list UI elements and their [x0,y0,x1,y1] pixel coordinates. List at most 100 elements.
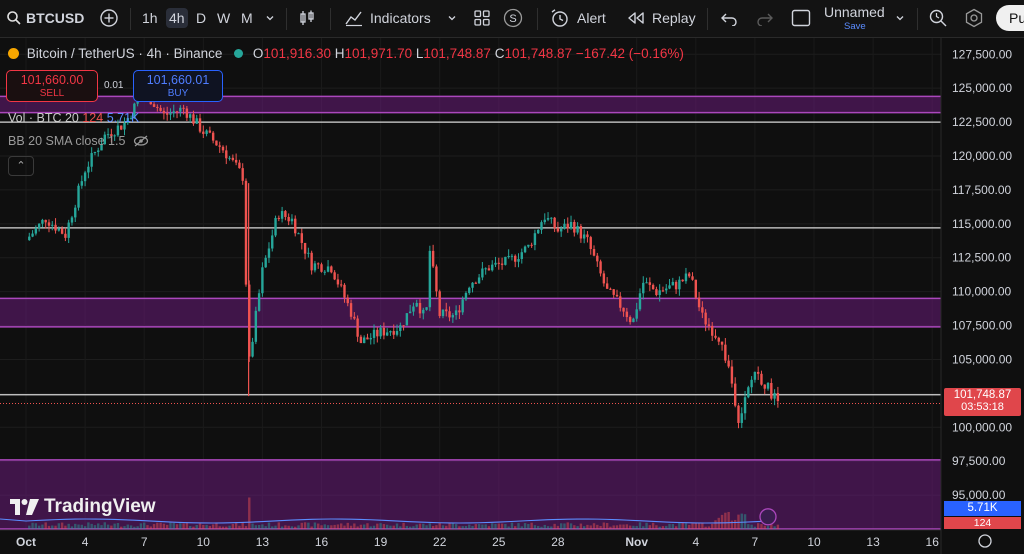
volume-bar [422,523,425,529]
realtime-marker-icon[interactable] [759,508,777,526]
volume-bar [704,526,707,529]
candle-body [428,250,432,308]
sell-button[interactable]: 101,660.00 SELL [6,70,98,102]
legend-eye-icon[interactable] [234,49,244,58]
hidden-eye-icon[interactable] [133,135,149,150]
volume-bar [116,523,120,529]
volume-bar [156,522,159,529]
tradingview-logo-icon [10,499,40,521]
candle-body [425,307,428,310]
bollinger-indicator-legend[interactable]: BB 20 SMA close 1.5 [8,134,149,150]
volume-bar [632,525,635,529]
layouts-grid-icon[interactable] [473,8,491,28]
candle-body [320,264,323,272]
volume-indicator-legend[interactable]: Vol · BTC 20 124 5.71K [8,111,139,125]
candle-body [500,263,504,265]
interval-1h[interactable]: 1h [142,10,158,26]
candle-body [514,255,517,262]
volume-bar [441,525,445,529]
symbol-label[interactable]: BTCUSD [26,10,85,26]
buy-button[interactable]: 101,660.01 BUY [133,70,223,102]
candle-body [133,103,136,118]
support-resistance-zone[interactable] [0,459,941,529]
settings-gear-icon[interactable] [964,8,984,28]
interval-dropdown-icon[interactable] [265,8,275,28]
interval-d[interactable]: D [196,10,207,26]
candle-body [697,297,701,308]
publish-button[interactable]: Pu [996,5,1024,31]
symbol-currency-icon[interactable]: S [503,8,523,28]
volume-bar [563,523,566,529]
candle-body [126,118,129,123]
alert-button[interactable]: Alert [577,10,606,26]
redo-icon[interactable] [756,8,774,28]
candle-body [471,282,474,288]
volume-bar [776,524,780,529]
layout-save-label[interactable]: Save [844,21,866,32]
candle-body [392,331,395,335]
spread-value: 0.01 [104,80,124,91]
replay-button[interactable]: Replay [652,10,696,26]
layout-checkbox-icon[interactable] [791,8,811,28]
volume-bar [448,523,451,529]
volume-bar [336,524,340,529]
quick-search-icon[interactable] [928,8,948,28]
indicators-icon[interactable] [344,8,364,28]
layout-name[interactable]: Unnamed [824,4,885,20]
interval-m[interactable]: M [241,10,253,26]
candle-body [556,228,560,232]
candle-body [563,223,566,229]
axis-settings-gear-icon[interactable] [978,534,992,548]
candle-body [376,329,379,337]
layout-dropdown-icon[interactable] [895,8,905,28]
indicators-button[interactable]: Indicators [370,10,431,26]
volume-bar [737,514,740,529]
search-icon[interactable] [6,8,22,28]
volume-bar [317,523,320,529]
volume-bar [517,523,520,529]
candle-body [760,373,763,385]
support-resistance-zone[interactable] [0,298,941,327]
candle-body [750,379,753,388]
volume-bar [172,523,175,529]
volume-bar [280,526,284,529]
legend-pair[interactable]: Bitcoin / TetherUS · 4h · Binance [26,46,223,61]
volume-bar [93,525,97,529]
interval-4h[interactable]: 4h [166,8,188,28]
candles-chart-type-icon[interactable] [298,8,316,28]
add-symbol-icon[interactable] [99,8,119,28]
time-tick-label: 22 [433,535,447,549]
volume-bar [461,526,464,529]
volume-bar [622,524,625,529]
collapse-legend-button[interactable]: ⌃ [8,156,34,176]
volume-indicator-label: Vol · BTC 20 [8,111,79,125]
volume-bar [766,525,770,529]
candle-body [711,325,714,336]
candle-body [694,279,697,298]
candle-body [658,290,661,296]
interval-w[interactable]: W [217,10,231,26]
volume-bar [415,524,418,529]
candle-body [681,279,684,282]
volume-bar [231,523,235,529]
candle-body [254,310,258,342]
volume-bar [425,525,428,529]
volume-bar [159,522,162,529]
volume-bar [152,524,156,529]
volume-bar [412,526,415,529]
chart-area[interactable]: 127,500.00 125,000.00 122,500.00 120,000.00… [0,38,1024,554]
candle-body [74,207,77,218]
candle-body [179,107,182,112]
alert-clock-icon[interactable] [550,8,570,28]
volume-bar [136,526,139,529]
replay-icon[interactable] [626,8,646,28]
support-resistance-zone[interactable] [0,96,941,113]
candle-body [192,114,195,124]
candle-body [234,159,238,163]
candle-body [326,266,330,272]
candle-body [668,285,671,289]
candle-body [372,329,376,338]
volume-bar [106,524,110,529]
undo-icon[interactable] [720,8,738,28]
indicators-dropdown-icon[interactable] [447,8,457,28]
